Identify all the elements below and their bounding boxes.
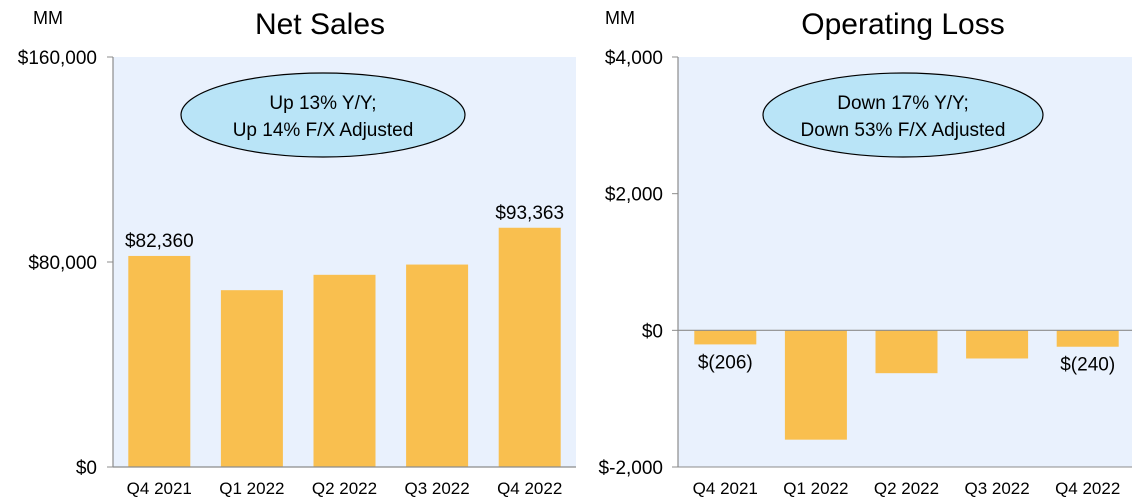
bar [313,274,376,467]
bar [498,227,561,467]
x-tick-label: Q1 2022 [219,479,284,498]
y-tick-label: $0 [76,458,97,479]
x-tick-label: Q4 2022 [497,479,562,498]
callout-text: Up 13% Y/Y; [269,93,376,114]
callout-bubble [762,72,1044,158]
bar [1056,330,1119,347]
x-tick-label: Q2 2022 [312,479,377,498]
callout-text: Up 14% F/X Adjusted [233,120,414,141]
bar [784,330,847,440]
unit-label: MM [605,8,635,28]
x-tick-label: Q4 2022 [1055,479,1120,498]
bar [128,255,191,467]
data-label: $(206) [698,352,753,373]
chart-title: Net Sales [255,8,385,41]
y-tick-label: $-2,000 [599,458,663,479]
data-label: $82,360 [125,231,194,252]
chart-title: Operating Loss [801,8,1004,41]
x-tick-label: Q4 2021 [693,479,758,498]
callout-text: Down 53% F/X Adjusted [801,120,1006,141]
unit-label: MM [33,8,63,28]
y-tick-label: $160,000 [18,48,97,69]
bar [406,264,469,467]
x-tick-label: Q3 2022 [964,479,1029,498]
callout-text: Down 17% Y/Y; [837,93,969,114]
y-tick-label: $0 [642,321,663,342]
data-label: $(240) [1060,355,1115,376]
y-tick-label: $4,000 [605,48,663,69]
x-tick-label: Q4 2021 [127,479,192,498]
data-label: $93,363 [495,203,564,224]
bar [875,330,938,374]
x-tick-label: Q1 2022 [783,479,848,498]
chart-operating-loss: Operating Loss MM $-2,000 $0 $2,000 $4,000 Q4 … [599,8,1132,498]
y-tick-label: $2,000 [605,185,663,206]
chart-net-sales: Net Sales MM $0 $80,000 $160,000 Q4 2021 $82,3… [18,8,576,498]
bar [966,330,1029,359]
x-tick-label: Q2 2022 [874,479,939,498]
callout-bubble [180,72,466,158]
bar [694,330,757,345]
x-tick-label: Q3 2022 [404,479,469,498]
bar [220,290,283,467]
y-tick-label: $80,000 [28,253,97,274]
